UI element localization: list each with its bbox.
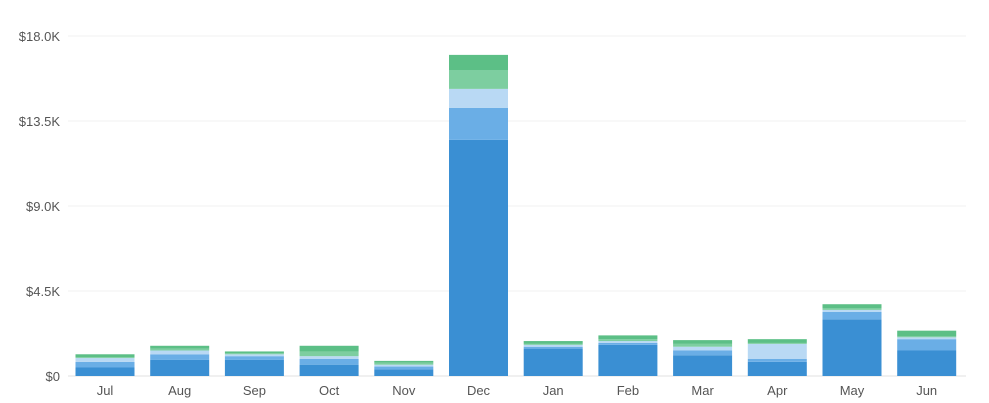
bar-segment[interactable] xyxy=(224,356,284,360)
x-tick-label: Sep xyxy=(243,383,266,398)
bar-segment[interactable] xyxy=(897,337,957,340)
x-tick-label: Aug xyxy=(168,383,191,398)
x-tick-label: Nov xyxy=(392,383,416,398)
bar-segment[interactable] xyxy=(897,339,957,351)
bar-segment[interactable] xyxy=(598,341,658,343)
bar-segment[interactable] xyxy=(449,70,508,89)
bar-segment[interactable] xyxy=(598,344,658,376)
bar-segment[interactable] xyxy=(822,311,882,320)
bar-segment[interactable] xyxy=(224,353,284,355)
x-tick-label: Mar xyxy=(691,383,714,398)
bar-segment[interactable] xyxy=(598,342,658,345)
bar-segment[interactable] xyxy=(374,362,434,365)
bar-segment[interactable] xyxy=(673,346,733,351)
bar-segment[interactable] xyxy=(299,356,359,359)
bar-segment[interactable] xyxy=(299,345,359,352)
y-tick-label: $9.0K xyxy=(26,199,60,214)
bar-segment[interactable] xyxy=(374,366,434,370)
x-tick-label: Jan xyxy=(543,383,564,398)
x-axis-tick-labels: Jul Aug Sep Oct Nov Dec Jan Feb Mar Apr May Jun xyxy=(97,383,937,398)
bar-segment[interactable] xyxy=(897,336,957,338)
bar-segment[interactable] xyxy=(374,369,434,376)
bar-segment[interactable] xyxy=(598,335,658,340)
bar-segment[interactable] xyxy=(449,107,508,140)
bar-segment[interactable] xyxy=(673,340,733,344)
bars xyxy=(75,54,957,377)
bar-segment[interactable] xyxy=(75,354,135,358)
bar-segment[interactable] xyxy=(598,339,658,342)
y-tick-label: $0 xyxy=(46,369,60,384)
bar-segment[interactable] xyxy=(673,343,733,347)
bar-segment[interactable] xyxy=(374,360,434,363)
bar-segment[interactable] xyxy=(449,139,508,376)
bar-segment[interactable] xyxy=(299,351,359,357)
bar-segment[interactable] xyxy=(747,342,807,344)
y-tick-label: $13.5K xyxy=(19,114,61,129)
bar-segment[interactable] xyxy=(897,350,957,377)
bar-segment[interactable] xyxy=(523,348,583,376)
y-tick-label: $4.5K xyxy=(26,284,60,299)
bar-segment[interactable] xyxy=(822,308,882,310)
bar-segment[interactable] xyxy=(150,348,210,351)
y-tick-label: $18.0K xyxy=(19,29,61,44)
bar-segment[interactable] xyxy=(523,344,583,347)
bar-segment[interactable] xyxy=(822,304,882,308)
x-tick-label: Dec xyxy=(467,383,491,398)
x-tick-label: Jul xyxy=(97,383,114,398)
bar-segment[interactable] xyxy=(75,367,135,377)
x-tick-label: May xyxy=(840,383,865,398)
bar-segment[interactable] xyxy=(822,319,882,376)
bar-segment[interactable] xyxy=(150,354,210,360)
grid-lines xyxy=(68,35,966,377)
x-tick-label: Jun xyxy=(916,383,937,398)
bar-segment[interactable] xyxy=(224,351,284,354)
bar-segment[interactable] xyxy=(150,345,210,349)
bar-segment[interactable] xyxy=(523,341,583,344)
x-tick-label: Oct xyxy=(319,383,340,398)
bar-segment[interactable] xyxy=(673,350,733,356)
bar-segment[interactable] xyxy=(747,339,807,343)
bar-segment[interactable] xyxy=(75,357,135,359)
x-tick-label: Feb xyxy=(617,383,639,398)
bar-segment[interactable] xyxy=(822,309,882,312)
x-tick-label: Apr xyxy=(767,383,788,398)
bar-segment[interactable] xyxy=(747,359,807,362)
bar-segment[interactable] xyxy=(224,359,284,376)
bar-segment[interactable] xyxy=(673,355,733,376)
bar-segment[interactable] xyxy=(224,354,284,357)
bar-segment[interactable] xyxy=(299,359,359,365)
bar-segment[interactable] xyxy=(75,358,135,362)
bar-segment[interactable] xyxy=(449,54,508,70)
bar-segment[interactable] xyxy=(747,361,807,376)
bar-segment[interactable] xyxy=(897,330,957,337)
bar-segment[interactable] xyxy=(747,343,807,359)
y-axis-tick-labels: $0 $4.5K $9.0K $13.5K $18.0K xyxy=(19,29,61,384)
bar-segment[interactable] xyxy=(75,361,135,368)
bar-segment[interactable] xyxy=(449,88,508,108)
bar-segment[interactable] xyxy=(523,346,583,349)
bar-segment[interactable] xyxy=(150,359,210,376)
bar-segment[interactable] xyxy=(299,364,359,376)
bar-segment[interactable] xyxy=(374,364,434,367)
bar-segment[interactable] xyxy=(150,350,210,355)
bar-segment[interactable] xyxy=(523,343,583,345)
